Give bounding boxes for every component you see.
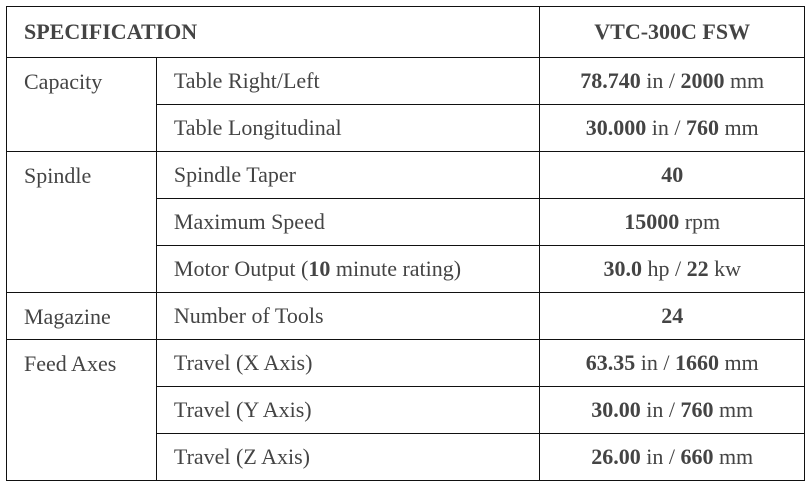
text-part: 78.740 [580,68,641,93]
spec-value: 24 [539,292,805,340]
text-part: 1660 [674,350,719,375]
group-feed: Feed Axes [6,339,157,481]
text-part: 30.00 [591,397,641,422]
text-part: Table Longitudinal [173,115,342,140]
text-part: 760 [680,397,714,422]
spec-label: Travel (X Axis) [155,339,541,387]
table-row: Travel (Z Axis) 26.00 in / 660 mm [7,433,805,481]
text-part: Maximum Speed [173,209,325,234]
spec-label: Number of Tools [155,292,541,340]
group-spindle: Spindle [6,151,157,293]
table-row: Travel (Y Axis) 30.00 in / 760 mm [7,386,805,434]
spec-label: Motor Output (10 minute rating) [155,245,541,293]
group-magazine: Magazine [6,292,157,340]
text-part: 15000 [624,209,680,234]
spec-value: 30.0 hp / 22 kw [539,245,805,293]
spec-value: 40 [539,151,805,199]
text-part: 2000 [680,68,725,93]
text-part: 10 [308,256,331,281]
spec-value: 30.000 in / 760 mm [539,104,805,152]
spec-label: Spindle Taper [155,151,541,199]
table-row: Spindle Spindle Taper 40 [6,151,805,293]
text-part: mm [713,397,754,422]
text-part: kw [708,256,741,281]
text-part: Number of Tools [173,303,324,328]
text-part: 24 [661,303,684,328]
table-row: Feed Axes Travel (X Axis) 63.35 in / 1660 … [6,339,805,481]
spec-label: Travel (Z Axis) [155,433,541,481]
text-part: 30.000 [585,115,647,140]
table-row: Capacity Table Right/Left 78.740 in / 2000… [6,57,805,152]
text-part: 760 [685,115,719,140]
spec-label: Table Longitudinal [155,104,541,152]
text-part: rpm [679,209,721,234]
text-part: Travel (Z Axis) [173,444,310,469]
text-part: minute rating) [330,256,462,281]
table-row: Motor Output (10 minute rating) 30.0 hp /… [7,245,805,293]
text-part: 22 [686,256,709,281]
text-part: in / [640,444,681,469]
text-part: hp / [641,256,687,281]
text-part: Travel (X Axis) [173,350,313,375]
text-part: in / [640,397,681,422]
spec-label: Table Right/Left [155,57,541,105]
text-part: mm [713,444,754,469]
header-row: SPECIFICATION VTC-300C FSW [5,6,805,58]
text-part: mm [724,68,765,93]
model-header: VTC-300C FSW [539,6,805,58]
table-row: Table Longitudinal 30.000 in / 760 mm [7,104,805,152]
text-part: 63.35 [585,350,636,375]
spec-label: Maximum Speed [155,198,541,246]
table-row: Magazine Number of Tools 24 [6,292,805,340]
text-part: in / [635,350,675,375]
text-part: mm [718,350,759,375]
text-part: 30.0 [603,256,642,281]
text-part: Spindle Taper [173,162,296,187]
text-part: in / [646,115,686,140]
text-part: in / [640,68,681,93]
text-part: mm [718,115,759,140]
spec-value: 78.740 in / 2000 mm [539,57,805,105]
spec-value: 15000 rpm [539,198,805,246]
spec-value: 30.00 in / 760 mm [539,386,805,434]
text-part: Travel (Y Axis) [173,397,312,422]
text-part: Motor Output ( [173,256,309,281]
spec-table: SPECIFICATION VTC-300C FSW Capacity Table… [5,6,805,481]
text-part: 26.00 [591,444,641,469]
text-part: Table Right/Left [173,68,320,93]
group-capacity: Capacity [6,57,157,152]
spec-value: 63.35 in / 1660 mm [539,339,805,387]
text-part: 40 [661,162,684,187]
spec-label: Travel (Y Axis) [155,386,541,434]
spec-value: 26.00 in / 660 mm [539,433,805,481]
text-part: 660 [680,444,714,469]
spec-header: SPECIFICATION [5,6,541,58]
